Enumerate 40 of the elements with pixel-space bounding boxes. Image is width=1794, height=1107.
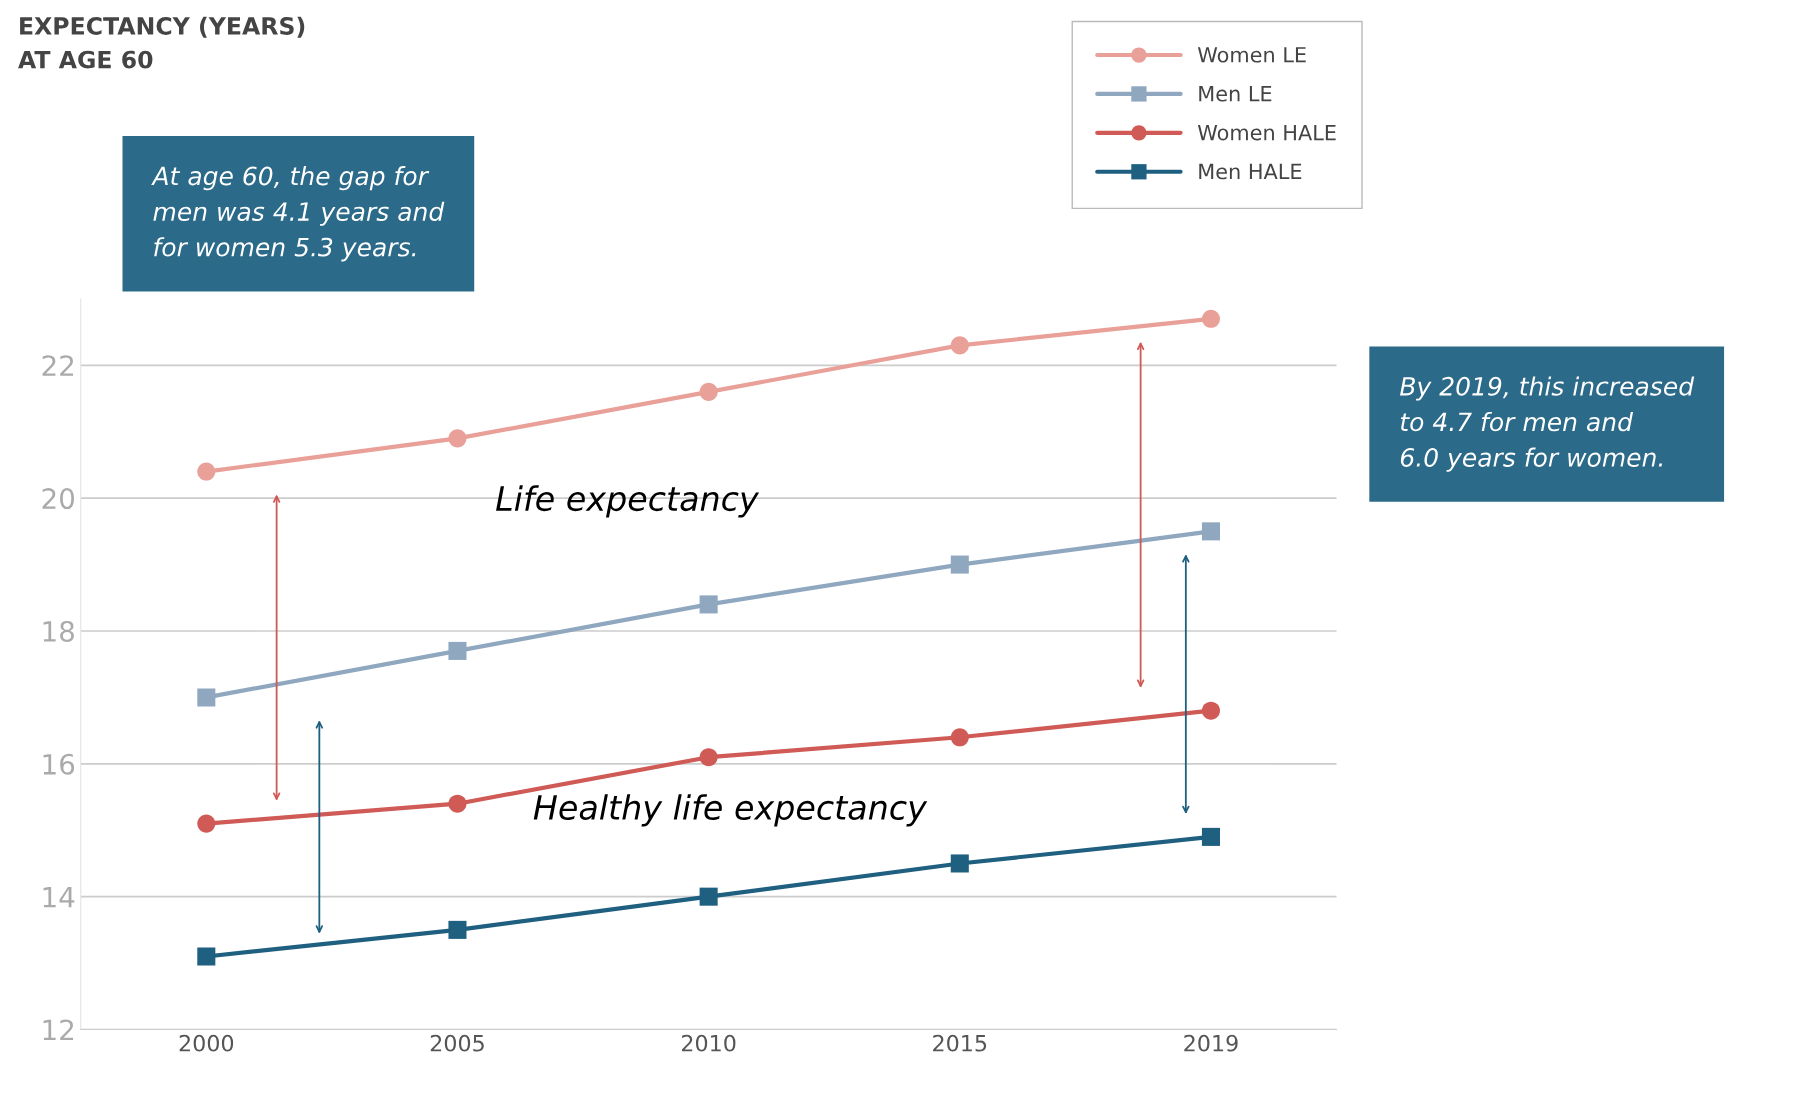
point [699, 595, 718, 614]
y-tick-label: 12 [43, 1019, 74, 1041]
point [950, 854, 969, 873]
x-tick-label: 2015 [933, 1034, 987, 1052]
point [197, 814, 216, 833]
x-tick-label: 2000 [179, 1034, 234, 1052]
point [1201, 309, 1220, 328]
point [950, 555, 969, 574]
text: At age 60, the gap for men was 4.1 years and for women 5.3 years. [151, 166, 445, 262]
annotation: Life expectancy [496, 485, 760, 518]
y-tick-label: 20 [42, 488, 75, 510]
point [448, 794, 467, 813]
point [448, 920, 467, 939]
point [699, 748, 718, 767]
point [1201, 701, 1220, 720]
point [950, 336, 969, 355]
x-tick-label: 2019 [1184, 1034, 1238, 1052]
y-tick-label: 22 [42, 355, 74, 376]
point [950, 728, 969, 747]
y-tick-label: 14 [43, 886, 75, 908]
point [1201, 522, 1220, 541]
annotation: Healthy life expectancy [533, 794, 928, 827]
point [448, 641, 467, 660]
point [699, 382, 718, 401]
x-tick-label: 2005 [430, 1034, 484, 1052]
point [699, 887, 718, 906]
chart-title: EXPECTANCY (YEARS) AT AGE 60 [18, 16, 305, 69]
y-tick-label: 16 [43, 753, 75, 775]
legend-label: Men HALE [1199, 163, 1302, 180]
point [197, 462, 216, 481]
legend-label: Women HALE [1197, 124, 1336, 141]
point [197, 947, 216, 966]
point [1201, 827, 1220, 846]
point [448, 429, 467, 448]
legend-label: Men LE [1199, 86, 1272, 102]
legend-label: Women LE [1197, 47, 1306, 63]
text: By 2019, this increased to 4.7 for men and 6.0 years for women. [1399, 376, 1695, 472]
point [197, 688, 216, 707]
y-tick-label: 18 [43, 620, 74, 642]
x-tick-label: 2010 [681, 1034, 736, 1052]
